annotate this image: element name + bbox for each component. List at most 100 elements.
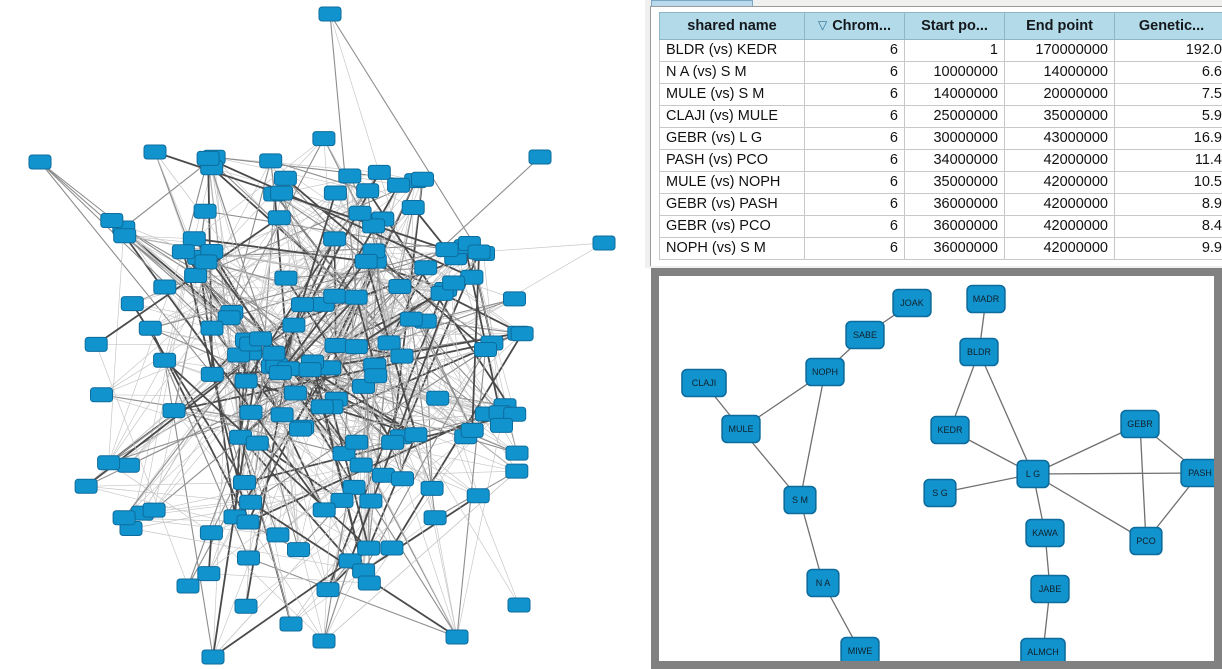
big-network-node[interactable] — [364, 368, 388, 384]
table-row[interactable]: MULE (vs) S M 6 14000000 20000000 7.5 — [659, 84, 1222, 106]
cell-end_point[interactable]: 170000000 — [1005, 40, 1115, 62]
big-network-node[interactable] — [354, 253, 378, 269]
big-network-node[interactable] — [420, 480, 444, 496]
big-network-edge[interactable] — [205, 210, 448, 251]
big-network-node[interactable] — [503, 406, 527, 422]
cell-end_point[interactable]: 42000000 — [1005, 238, 1115, 260]
big-network-node[interactable] — [217, 310, 241, 326]
big-network-node[interactable] — [474, 342, 497, 357]
big-network-node[interactable] — [267, 210, 291, 226]
big-network-node[interactable] — [390, 348, 414, 364]
big-network-node[interactable] — [507, 597, 531, 613]
subnetwork-node[interactable]: BLDR — [959, 337, 999, 367]
table-row[interactable]: PASH (vs) PCO 6 34000000 42000000 11.4 — [659, 150, 1222, 172]
big-network-edge[interactable] — [247, 338, 261, 523]
big-network-edge[interactable] — [363, 386, 518, 454]
big-network-node[interactable] — [197, 566, 221, 582]
big-network-edge[interactable] — [456, 405, 506, 638]
big-network-node[interactable] — [312, 633, 336, 649]
big-network-edge[interactable] — [366, 190, 516, 415]
subnetwork-edge[interactable] — [1032, 472, 1201, 475]
big-network-node[interactable] — [528, 149, 552, 165]
big-network-edge[interactable] — [198, 251, 480, 258]
big-network-node[interactable] — [332, 446, 356, 462]
cell-shared_name[interactable]: BLDR (vs) KEDR — [659, 40, 805, 62]
big-network-edge[interactable] — [375, 349, 486, 377]
big-network-edge[interactable] — [108, 227, 125, 463]
subnetwork-node[interactable]: SABE — [845, 320, 885, 350]
big-network-node[interactable] — [318, 6, 342, 22]
node-shape[interactable] — [959, 337, 999, 367]
big-network-edge[interactable] — [173, 410, 345, 455]
big-network-edge[interactable] — [228, 160, 272, 318]
cell-start_point[interactable]: 10000000 — [905, 62, 1005, 84]
big-network-node[interactable] — [234, 373, 258, 389]
big-network-edge[interactable] — [323, 399, 337, 642]
big-network-node[interactable] — [592, 235, 616, 251]
big-network-edge[interactable] — [276, 365, 299, 550]
big-network-node[interactable] — [505, 445, 529, 461]
big-network-node[interactable] — [387, 177, 411, 193]
big-network-node[interactable] — [344, 289, 368, 305]
node-shape[interactable] — [1030, 574, 1070, 604]
cell-start_point[interactable]: 25000000 — [905, 106, 1005, 128]
big-network-node[interactable] — [356, 183, 380, 199]
subnetwork-graph[interactable]: JOAK MADR SABE BLDR NOPH CLAJI GEBR KEDR MULE L G… — [659, 276, 1214, 661]
big-network-edge[interactable] — [363, 261, 367, 571]
big-network-node[interactable] — [74, 478, 98, 494]
big-network-node[interactable] — [196, 150, 220, 166]
subnetwork-node[interactable]: MULE — [721, 414, 761, 444]
table-row[interactable]: BLDR (vs) KEDR 6 1 170000000 192.0 — [659, 40, 1222, 62]
big-network-node[interactable] — [423, 510, 447, 526]
big-network-edge[interactable] — [211, 251, 311, 370]
big-network-node[interactable] — [312, 502, 336, 518]
cell-genetic[interactable]: 6.6 — [1115, 62, 1222, 84]
big-network-edge[interactable] — [207, 158, 278, 366]
table-row[interactable]: MULE (vs) NOPH 6 35000000 42000000 10.5 — [659, 172, 1222, 194]
big-network-node[interactable] — [113, 228, 137, 244]
big-network-edge[interactable] — [281, 414, 329, 590]
subnetwork-canvas[interactable]: JOAK MADR SABE BLDR NOPH CLAJI GEBR KEDR MULE L G… — [659, 276, 1214, 661]
cell-genetic[interactable]: 7.5 — [1115, 84, 1222, 106]
big-network-node[interactable] — [100, 213, 124, 228]
node-shape[interactable] — [892, 288, 932, 318]
big-network-node[interactable] — [342, 479, 366, 495]
big-network-edge[interactable] — [250, 412, 355, 488]
big-network-node[interactable] — [97, 455, 121, 471]
big-network-edge[interactable] — [228, 212, 361, 319]
node-shape[interactable] — [845, 320, 885, 350]
big-network-edge[interactable] — [212, 428, 301, 658]
big-network-node[interactable] — [200, 366, 224, 382]
big-network-edge[interactable] — [208, 573, 370, 584]
big-network-node[interactable] — [505, 463, 529, 479]
big-network-node[interactable] — [367, 164, 391, 180]
big-network-edge[interactable] — [86, 485, 251, 503]
big-network-edge[interactable] — [123, 156, 215, 229]
node-shape[interactable] — [805, 357, 845, 387]
big-network-node[interactable] — [234, 598, 258, 614]
big-network-node[interactable] — [344, 339, 368, 355]
subnetwork-edge[interactable] — [1032, 473, 1147, 542]
big-network-edge[interactable] — [363, 349, 486, 572]
subnetwork-node[interactable]: KEDR — [930, 415, 970, 445]
big-network-node[interactable] — [143, 144, 167, 160]
big-network-edge[interactable] — [479, 242, 605, 253]
cell-genetic[interactable]: 192.0 — [1115, 40, 1222, 62]
cell-start_point[interactable]: 14000000 — [905, 84, 1005, 106]
table-tab-strip[interactable] — [651, 0, 753, 6]
node-shape[interactable] — [806, 568, 840, 598]
big-network-edge[interactable] — [300, 428, 351, 562]
edge-table-body[interactable]: BLDR (vs) KEDR 6 1 170000000 192.0 N A (vs) S… — [659, 40, 1222, 260]
big-network-node[interactable] — [268, 365, 292, 381]
big-network-node[interactable] — [391, 471, 414, 487]
node-shape[interactable] — [681, 368, 727, 398]
subnetwork-node[interactable]: CLAJI — [681, 368, 727, 398]
big-network-edge[interactable] — [336, 398, 518, 454]
cell-shared_name[interactable]: PASH (vs) PCO — [659, 150, 805, 172]
node-shape[interactable] — [721, 414, 761, 444]
cell-end_point[interactable]: 35000000 — [1005, 106, 1115, 128]
table-row[interactable]: CLAJI (vs) MULE 6 25000000 35000000 5.9 — [659, 106, 1222, 128]
big-network-node[interactable] — [282, 317, 306, 333]
table-row[interactable]: N A (vs) S M 6 10000000 14000000 6.6 — [659, 62, 1222, 84]
cell-genetic[interactable]: 5.9 — [1115, 106, 1222, 128]
